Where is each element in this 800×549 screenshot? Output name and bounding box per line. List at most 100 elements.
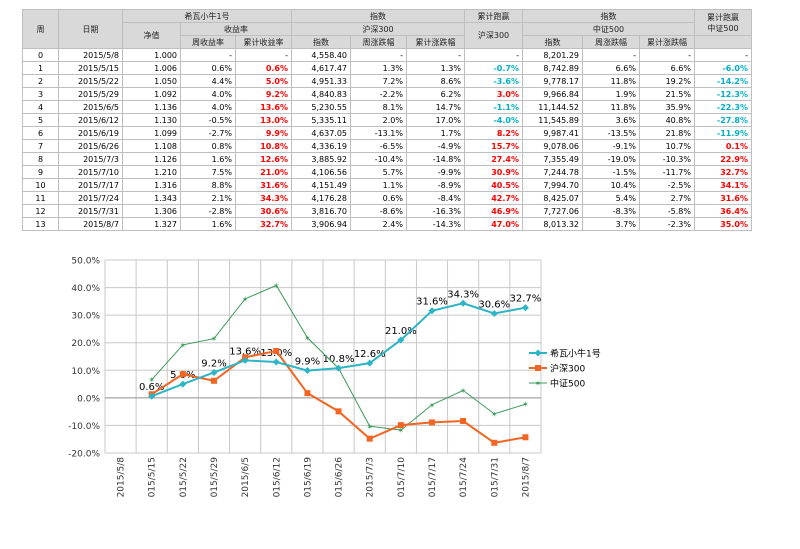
x-tick-label: 015/5/15 <box>148 457 158 497</box>
table-row: 6 2015/6/19 1.099 -2.7% 9.9% 4,637.05 -13.1% 1.… <box>22 126 752 140</box>
table-cell: -2.3% <box>639 217 695 231</box>
data-point <box>429 419 435 426</box>
header-cum-change-2: 累计涨跌幅 <box>639 35 695 49</box>
data-point <box>428 307 436 315</box>
data-point <box>210 368 218 376</box>
data-label: 34.3% <box>447 289 479 300</box>
data-point <box>366 435 373 442</box>
data-point <box>460 418 467 425</box>
data-point <box>272 358 280 366</box>
performance-table: 周 日期 希瓦小牛1号 指数 累计跑赢 指数 累计跑赢 中证500 净值 收益率 … <box>22 9 752 231</box>
data-point: ✶ <box>180 341 187 350</box>
table-row: 9 2015/7/10 1.210 7.5% 21.0% 4,106.56 5.7% -9.9… <box>22 165 752 179</box>
data-label: 10.8% <box>323 354 355 365</box>
data-point: ✶ <box>491 410 498 419</box>
header-week-change: 周涨跌幅 <box>350 35 407 49</box>
data-point: ✶ <box>429 401 436 410</box>
y-tick-label: -20.0% <box>68 450 100 460</box>
table-row: 1 2015/5/15 1.006 0.6% 0.6% 4,617.47 1.3% 1.3% -… <box>22 61 752 75</box>
y-tick-label: -10.0% <box>68 422 100 432</box>
data-point <box>521 304 529 312</box>
table-cell: -14.3% <box>406 217 465 231</box>
table-row: 13 2015/8/7 1.327 1.6% 32.7% 3,906.94 2.4% -14.… <box>22 217 752 231</box>
header-index-col-2: 指数 <box>522 35 583 49</box>
data-label: 21.0% <box>385 326 417 337</box>
x-tick-label: 015/6/19 <box>303 457 313 498</box>
x-tick-label: 015/5/29 <box>210 457 220 498</box>
x-tick-label: 2015/7/3 <box>366 457 376 497</box>
x-tick-label: 015/7/31 <box>490 457 500 497</box>
legend-label: 希瓦小牛1号 <box>550 348 601 360</box>
data-label: 30.6% <box>478 299 510 310</box>
y-tick-label: 0.0% <box>77 394 100 404</box>
header-index-2: 指数 <box>522 9 695 23</box>
table-cell: 22.9% <box>694 152 752 166</box>
header-week-return: 周收益率 <box>180 35 236 49</box>
table-cell: 3,906.94 <box>291 217 351 231</box>
data-label: 9.2% <box>201 358 226 369</box>
x-tick-label: 015/6/26 <box>335 457 345 498</box>
data-label: 0.6% <box>139 382 164 393</box>
header-index-col: 指数 <box>291 35 351 49</box>
data-point <box>397 422 404 429</box>
series-line <box>151 302 526 398</box>
data-point <box>534 349 542 357</box>
data-point <box>491 439 498 446</box>
data-point <box>211 377 217 384</box>
table-cell: 47.0% <box>464 217 523 231</box>
table-cell: 13 <box>22 217 59 231</box>
x-tick-label: 015/5/22 <box>179 457 189 497</box>
data-point <box>490 309 498 317</box>
header-hs300: 沪深300 <box>291 22 465 36</box>
plot-area: -20.0% -10.0% 0.0% 10.0% 20.0% 30.0% 40.0% 50.0… <box>68 257 542 498</box>
header-week: 周 <box>22 9 59 49</box>
table-row: 4 2015/6/5 1.136 4.0% 13.6% 5,230.55 8.1% 14.7%… <box>22 100 752 114</box>
legend-label: 沪深300 <box>550 363 585 375</box>
data-point <box>459 299 467 307</box>
data-point <box>148 392 156 400</box>
y-tick-label: 10.0% <box>71 367 100 377</box>
data-label: 9.9% <box>295 357 320 368</box>
data-point <box>397 336 405 344</box>
table-row: 10 2015/7/17 1.316 8.8% 31.6% 4,151.49 1.1% -8.… <box>22 178 752 192</box>
x-tick-label: 015/7/10 <box>397 457 407 498</box>
y-tick-label: 30.0% <box>71 312 100 322</box>
y-tick-label: 40.0% <box>71 284 100 294</box>
data-point: ✶ <box>242 295 249 304</box>
data-point: ✶ <box>148 376 155 385</box>
data-point <box>535 365 541 371</box>
table-cell: 35.0% <box>694 217 752 231</box>
table-row: 3 2015/5/29 1.092 4.0% 9.2% 4,840.83 -2.2% 6.2%… <box>22 87 752 101</box>
header-excess-2-empty <box>694 35 752 49</box>
series-0 <box>148 299 529 400</box>
x-tick-label: 2015/5/8 <box>117 457 127 498</box>
data-point <box>335 408 342 415</box>
x-tick-label: 2015/6/5 <box>241 457 251 497</box>
data-label: 31.6% <box>416 297 448 308</box>
table-cell: 1.327 <box>122 217 181 231</box>
data-point <box>179 371 186 378</box>
data-point: ✶ <box>273 281 280 290</box>
header-excess-1: 累计跑赢 <box>464 9 523 23</box>
x-tick-label: 015/7/17 <box>428 457 438 497</box>
data-point: ✶ <box>366 422 373 431</box>
data-point: ✶ <box>398 426 405 435</box>
data-point <box>522 434 529 441</box>
header-cum-return: 累计收益率 <box>235 35 292 49</box>
data-label: 13.6% <box>229 346 261 357</box>
legend-label: 中证500 <box>550 378 585 390</box>
data-point <box>304 390 311 397</box>
header-excess-2-sub: 中证500 <box>707 23 739 33</box>
table-row: 11 2015/7/24 1.343 2.1% 34.3% 4,176.28 0.6% -8.… <box>22 191 752 205</box>
data-point <box>303 367 311 375</box>
data-label: 12.6% <box>354 349 386 360</box>
table-cell: 3.7% <box>582 217 640 231</box>
data-point <box>273 347 280 354</box>
data-point: ✶ <box>460 386 467 395</box>
data-point <box>179 380 187 388</box>
x-tick-label: 015/7/24 <box>459 457 469 498</box>
y-tick-label: 50.0% <box>71 257 100 267</box>
header-excess-2-label: 累计跑赢 <box>707 12 739 22</box>
